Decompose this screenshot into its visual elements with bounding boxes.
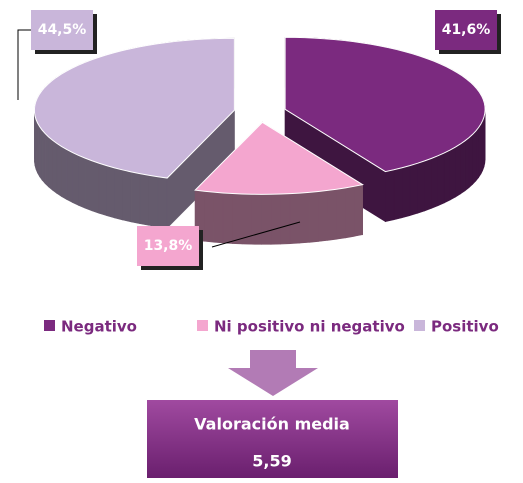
slice-side bbox=[107, 166, 115, 218]
slice-side bbox=[140, 174, 149, 226]
slice-side bbox=[402, 166, 410, 218]
slice-side bbox=[57, 143, 62, 196]
slice-side bbox=[300, 192, 309, 243]
slice-side bbox=[328, 189, 337, 240]
slice-side bbox=[115, 168, 123, 220]
leader-line bbox=[18, 30, 31, 100]
slice-side bbox=[479, 124, 481, 177]
slice-side bbox=[354, 185, 362, 237]
arrow bbox=[228, 350, 318, 396]
slice-side bbox=[131, 172, 140, 224]
legend: Negativo Ni positivo ni negativo Positivo bbox=[44, 318, 499, 336]
slice-side bbox=[476, 128, 479, 181]
slice-side bbox=[233, 194, 243, 244]
legend-swatch bbox=[44, 320, 55, 331]
slice-side bbox=[290, 193, 300, 244]
slice-side bbox=[465, 138, 469, 191]
slice-side bbox=[309, 191, 318, 242]
slice-side bbox=[410, 163, 418, 215]
slice-side bbox=[346, 186, 355, 238]
slice-side bbox=[42, 130, 45, 183]
slice-side bbox=[38, 123, 40, 177]
slice-side bbox=[40, 127, 43, 180]
slice-side bbox=[223, 193, 232, 244]
slice-side bbox=[444, 150, 450, 203]
slice-side bbox=[158, 177, 167, 228]
slice-side bbox=[261, 194, 271, 244]
summary-label: Valoración media bbox=[194, 415, 350, 434]
slice-side bbox=[469, 134, 473, 187]
slice-side bbox=[473, 131, 476, 184]
slice-side bbox=[73, 153, 79, 206]
slice-side bbox=[271, 194, 281, 244]
slice-side bbox=[450, 147, 455, 200]
slice-side bbox=[455, 144, 460, 197]
summary-value: 5,59 bbox=[252, 452, 291, 471]
slice-side bbox=[281, 194, 291, 244]
slice-side bbox=[318, 190, 327, 241]
legend-swatch bbox=[197, 320, 208, 331]
slice-side bbox=[385, 170, 393, 222]
data-label: 44,5% bbox=[38, 22, 87, 38]
slice-side bbox=[149, 175, 158, 226]
slice-side bbox=[252, 194, 262, 244]
legend-label: Positivo bbox=[431, 318, 499, 336]
slice-side bbox=[417, 161, 424, 213]
data-label: 13,8% bbox=[144, 238, 193, 254]
slice-side bbox=[438, 153, 444, 206]
slice-side bbox=[45, 133, 48, 186]
legend-label: Ni positivo ni negativo bbox=[214, 318, 405, 336]
legend-swatch bbox=[414, 320, 425, 331]
data-label: 41,6% bbox=[442, 22, 491, 38]
slice-side bbox=[337, 188, 346, 239]
slice-side bbox=[92, 161, 99, 213]
slice-side bbox=[460, 141, 465, 194]
pie bbox=[34, 37, 485, 244]
slice-side bbox=[49, 137, 53, 190]
slice-side bbox=[99, 163, 107, 215]
slice-side bbox=[79, 155, 85, 208]
slice-side bbox=[62, 147, 67, 200]
slice-side bbox=[425, 158, 432, 211]
slice-side bbox=[123, 170, 131, 222]
slice-side bbox=[52, 140, 56, 193]
slice-side bbox=[214, 192, 223, 243]
slice-side bbox=[204, 191, 213, 242]
slice-side bbox=[67, 150, 73, 203]
legend-label: Negativo bbox=[61, 318, 137, 336]
slice-side bbox=[432, 156, 439, 209]
slice-side bbox=[394, 168, 402, 220]
slice-side bbox=[85, 158, 92, 211]
